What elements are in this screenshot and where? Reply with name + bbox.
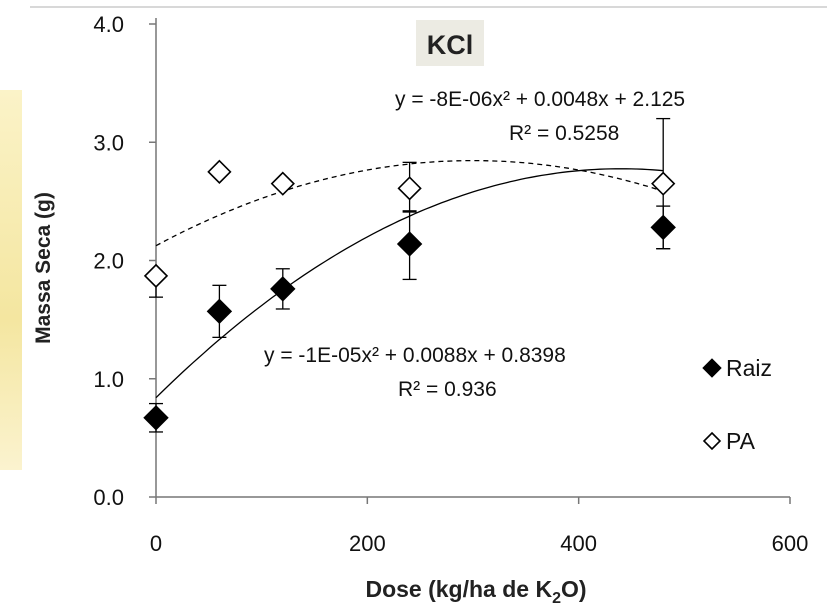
- y-tick-label: 1.0: [93, 367, 124, 392]
- y-tick-label: 0.0: [93, 485, 124, 510]
- trendline-pa: [155, 159, 664, 247]
- x-tick-label: 400: [560, 531, 597, 556]
- r2-pa: R² = 0.5258: [509, 122, 619, 145]
- data-point-raiz: [270, 276, 296, 302]
- data-points: [143, 159, 676, 431]
- x-axis-label-main: Dose (kg/ha de K: [365, 576, 552, 602]
- data-point-pa: [143, 263, 169, 289]
- data-point-pa: [207, 159, 232, 184]
- r2-raiz: R² = 0.936: [398, 378, 497, 401]
- legend-label-pa: PA: [726, 428, 756, 454]
- equation-pa: y = -8E-06x² + 0.0048x + 2.125: [395, 88, 685, 111]
- data-point-pa: [651, 171, 676, 196]
- data-point-raiz: [396, 231, 423, 257]
- y-axis-label: Massa Seca (g): [32, 192, 55, 344]
- chart-title-box: [416, 20, 484, 66]
- legend: Raiz PA: [702, 355, 772, 454]
- legend-marker-pa: [702, 431, 722, 451]
- equation-raiz: y = -1E-05x² + 0.0088x + 0.8398: [264, 344, 566, 367]
- axes: 0.0 1.0 2.0 3.0 4.0 0 200 400 600: [93, 12, 808, 556]
- x-axis-label: Dose (kg/ha de K2O): [365, 576, 586, 607]
- x-axis-label-end: O): [561, 576, 587, 602]
- x-axis-label-sub: 2: [552, 590, 561, 607]
- y-tick-label: 3.0: [93, 130, 124, 155]
- data-point-raiz: [206, 298, 233, 325]
- data-point-pa: [397, 176, 422, 201]
- y-tick-label: 2.0: [93, 249, 124, 274]
- data-point-raiz: [143, 405, 169, 431]
- background-decoration: [0, 90, 22, 470]
- y-tick-label: 4.0: [93, 12, 124, 37]
- data-point-pa: [270, 171, 295, 196]
- data-point-raiz: [650, 214, 676, 241]
- legend-label-raiz: Raiz: [726, 355, 772, 381]
- x-tick-label: 200: [349, 531, 386, 556]
- x-tick-label: 0: [150, 531, 162, 556]
- x-tick-label: 600: [772, 531, 809, 556]
- chart-title: KCl: [427, 30, 474, 60]
- legend-marker-raiz: [702, 358, 722, 378]
